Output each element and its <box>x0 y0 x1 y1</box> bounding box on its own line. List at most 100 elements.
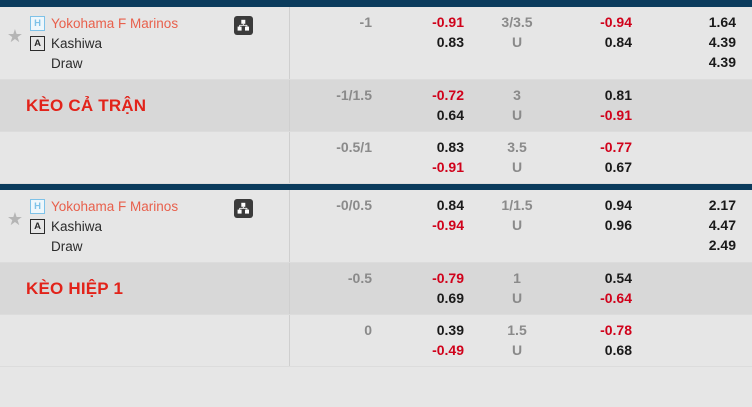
total-odds-col[interactable]: 0.81 -0.91 <box>560 86 652 125</box>
handicap-odds-spacer: - <box>378 53 464 72</box>
total-value[interactable]: 3/3.5 <box>501 14 533 30</box>
moneyline-col: - <box>652 269 750 308</box>
handicap-odds-col[interactable]: -0.91 0.83 - <box>378 13 474 73</box>
odds-cells[interactable]: 0 - 0.39 -0.49 1.5 U -0.78 0.68 - <box>290 315 752 366</box>
handicap-odds-col[interactable]: 0.39 -0.49 <box>378 321 474 360</box>
handicap-value[interactable]: -0.5 <box>347 270 372 286</box>
under-odds[interactable]: -0.64 <box>600 290 632 306</box>
handicap-col[interactable]: -0.5/1 - <box>290 138 378 177</box>
home-handicap-odds[interactable]: 0.83 <box>436 139 464 155</box>
away-handicap-odds[interactable]: -0.91 <box>432 159 464 175</box>
away-handicap-odds[interactable]: -0.49 <box>432 342 464 358</box>
home-handicap-odds[interactable]: 0.84 <box>436 197 464 213</box>
under-odds[interactable]: 0.68 <box>604 342 632 358</box>
total-col[interactable]: 1.5 U <box>474 321 560 360</box>
moneyline-col: - <box>652 321 750 360</box>
home-handicap-odds[interactable]: -0.91 <box>432 14 464 30</box>
odds-cells[interactable]: -1/1.5 - -0.72 0.64 3 U 0.81 -0.91 - <box>290 80 752 131</box>
total-value[interactable]: 1.5 <box>507 322 527 338</box>
handicap-col[interactable]: -0.5 - <box>290 269 378 308</box>
moneyline-away[interactable]: 2.49 <box>708 237 736 253</box>
handicap-odds-col[interactable]: -0.72 0.64 <box>378 86 474 125</box>
handicap-odds-spacer: - <box>378 236 464 255</box>
sitemap-icon[interactable] <box>234 199 253 218</box>
empty-left-cell <box>0 132 290 183</box>
handicap-odds-col[interactable]: 0.84 -0.94 - <box>378 196 474 256</box>
total-value[interactable]: 1 <box>513 270 521 286</box>
handicap-value[interactable]: -1/1.5 <box>336 87 372 103</box>
moneyline-col[interactable]: 1.64 4.39 4.39 <box>652 13 750 73</box>
handicap-odds-col[interactable]: 0.83 -0.91 <box>378 138 474 177</box>
over-odds[interactable]: -0.77 <box>600 139 632 155</box>
handicap-col[interactable]: -1/1.5 - <box>290 86 378 125</box>
total-odds-col[interactable]: 0.94 0.96 - <box>560 196 652 256</box>
total-col[interactable]: 1/1.5 U - <box>474 196 560 256</box>
moneyline-draw[interactable]: 4.39 <box>708 34 736 50</box>
over-odds[interactable]: 0.54 <box>604 270 632 286</box>
under-odds[interactable]: 0.96 <box>604 217 632 233</box>
handicap-value[interactable]: -1 <box>359 14 372 30</box>
table-row[interactable]: ★ H Yokohama F Marinos A Kashiwa D Draw <box>0 7 752 80</box>
away-handicap-odds[interactable]: 0.69 <box>436 290 464 306</box>
home-handicap-odds[interactable]: 0.39 <box>436 322 464 338</box>
total-col[interactable]: 3/3.5 U - <box>474 13 560 73</box>
total-odds-col[interactable]: -0.94 0.84 - <box>560 13 652 73</box>
over-odds[interactable]: 0.81 <box>604 87 632 103</box>
total-odds-col[interactable]: -0.78 0.68 <box>560 321 652 360</box>
under-odds[interactable]: 0.67 <box>604 159 632 175</box>
under-label: U <box>511 290 523 306</box>
over-odds[interactable]: 0.94 <box>604 197 632 213</box>
away-handicap-odds[interactable]: 0.64 <box>436 107 464 123</box>
total-value[interactable]: 3 <box>513 87 521 103</box>
under-label: U <box>511 342 523 358</box>
table-row[interactable]: -0.5/1 - 0.83 -0.91 3.5 U -0.77 0.67 - <box>0 132 752 184</box>
total-odds-col[interactable]: -0.77 0.67 <box>560 138 652 177</box>
handicap-value[interactable]: -0/0.5 <box>336 197 372 213</box>
over-odds[interactable]: -0.94 <box>600 14 632 30</box>
moneyline-draw[interactable]: 4.47 <box>708 217 736 233</box>
odds-cells[interactable]: -1 - - -0.91 0.83 - 3/3.5 U - -0.94 0.84 <box>290 7 752 79</box>
total-col[interactable]: 3.5 U <box>474 138 560 177</box>
odds-cells[interactable]: -0/0.5 - - 0.84 -0.94 - 1/1.5 U - 0.94 0… <box>290 190 752 262</box>
odds-cells[interactable]: -0.5 - -0.79 0.69 1 U 0.54 -0.64 - <box>290 263 752 314</box>
section-caption-cell: KÈO HIỆP 1 <box>0 263 290 314</box>
table-row[interactable]: ★ H Yokohama F Marinos A Kashiwa D Draw <box>0 190 752 263</box>
handicap-col[interactable]: -0/0.5 - - <box>290 196 378 256</box>
under-odds[interactable]: 0.84 <box>604 34 632 50</box>
table-row[interactable]: KÈO CẢ TRẬN -1/1.5 - -0.72 0.64 3 U 0.81… <box>0 80 752 132</box>
handicap-col[interactable]: -1 - - <box>290 13 378 73</box>
star-icon[interactable]: ★ <box>6 26 24 46</box>
moneyline-away[interactable]: 4.39 <box>708 54 736 70</box>
home-handicap-odds[interactable]: -0.79 <box>432 270 464 286</box>
handicap-value[interactable]: 0 <box>364 322 372 338</box>
sitemap-icon[interactable] <box>234 16 253 35</box>
away-team-name: Kashiwa <box>51 36 103 51</box>
away-handicap-odds[interactable]: 0.83 <box>436 34 464 50</box>
star-icon[interactable]: ★ <box>6 209 24 229</box>
table-row[interactable]: 0 - 0.39 -0.49 1.5 U -0.78 0.68 - <box>0 315 752 367</box>
moneyline-col[interactable]: 2.17 4.47 2.49 <box>652 196 750 256</box>
home-handicap-odds[interactable]: -0.72 <box>432 87 464 103</box>
total-value[interactable]: 3.5 <box>507 139 527 155</box>
table-row[interactable]: KÈO HIỆP 1 -0.5 - -0.79 0.69 1 U 0.54 -0… <box>0 263 752 315</box>
handicap-col[interactable]: 0 - <box>290 321 378 360</box>
handicap-value[interactable]: -0.5/1 <box>336 139 372 155</box>
home-team-name: Yokohama F Marinos <box>51 16 179 31</box>
total-value[interactable]: 1/1.5 <box>501 197 533 213</box>
match-teams-cell[interactable]: ★ H Yokohama F Marinos A Kashiwa D Draw <box>0 190 290 262</box>
handicap-spacer: - <box>290 158 372 177</box>
away-handicap-odds[interactable]: -0.94 <box>432 217 464 233</box>
total-odds-spacer: - <box>560 236 632 255</box>
odds-cells[interactable]: -0.5/1 - 0.83 -0.91 3.5 U -0.77 0.67 - <box>290 132 752 183</box>
over-odds[interactable]: -0.78 <box>600 322 632 338</box>
draw-badge-spacer: D <box>30 56 45 71</box>
total-col[interactable]: 1 U <box>474 269 560 308</box>
under-odds[interactable]: -0.91 <box>600 107 632 123</box>
moneyline-home[interactable]: 2.17 <box>708 197 736 213</box>
handicap-odds-col[interactable]: -0.79 0.69 <box>378 269 474 308</box>
match-teams-cell[interactable]: ★ H Yokohama F Marinos A Kashiwa D Draw <box>0 7 290 79</box>
section-caption: KÈO HIỆP 1 <box>26 278 124 298</box>
moneyline-home[interactable]: 1.64 <box>708 14 736 30</box>
total-col[interactable]: 3 U <box>474 86 560 125</box>
total-odds-col[interactable]: 0.54 -0.64 <box>560 269 652 308</box>
